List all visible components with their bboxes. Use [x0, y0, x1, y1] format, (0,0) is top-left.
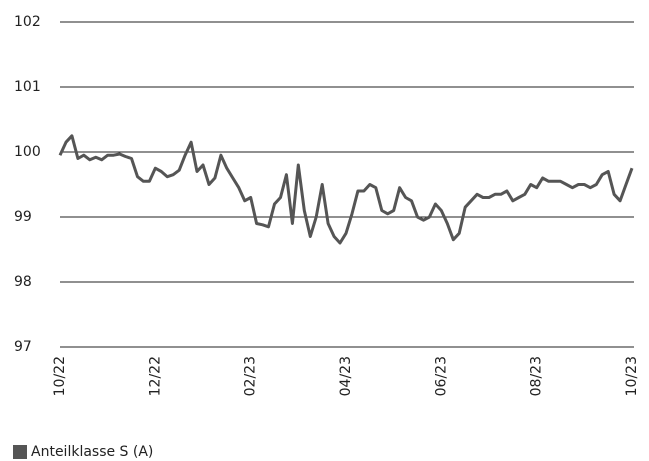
- x-tick-label: 02/23: [243, 356, 259, 396]
- y-tick-label: 100: [14, 144, 41, 160]
- y-tick-label: 97: [14, 339, 32, 355]
- legend-label: Anteilklasse S (A): [31, 444, 153, 460]
- y-tick-label: 98: [14, 274, 32, 290]
- x-tick-label: 10/22: [52, 356, 68, 396]
- x-tick-label: 10/23: [624, 356, 640, 396]
- data-line: [58, 134, 634, 245]
- x-tick-label: 04/23: [338, 356, 354, 396]
- legend-swatch: [13, 445, 27, 459]
- y-tick-label: 101: [14, 79, 41, 95]
- x-tick-label: 12/22: [147, 356, 163, 396]
- x-tick-label: 06/23: [433, 356, 449, 396]
- y-tick-label: 102: [14, 14, 41, 30]
- x-tick-label: 08/23: [529, 356, 545, 396]
- y-tick-label: 99: [14, 209, 32, 225]
